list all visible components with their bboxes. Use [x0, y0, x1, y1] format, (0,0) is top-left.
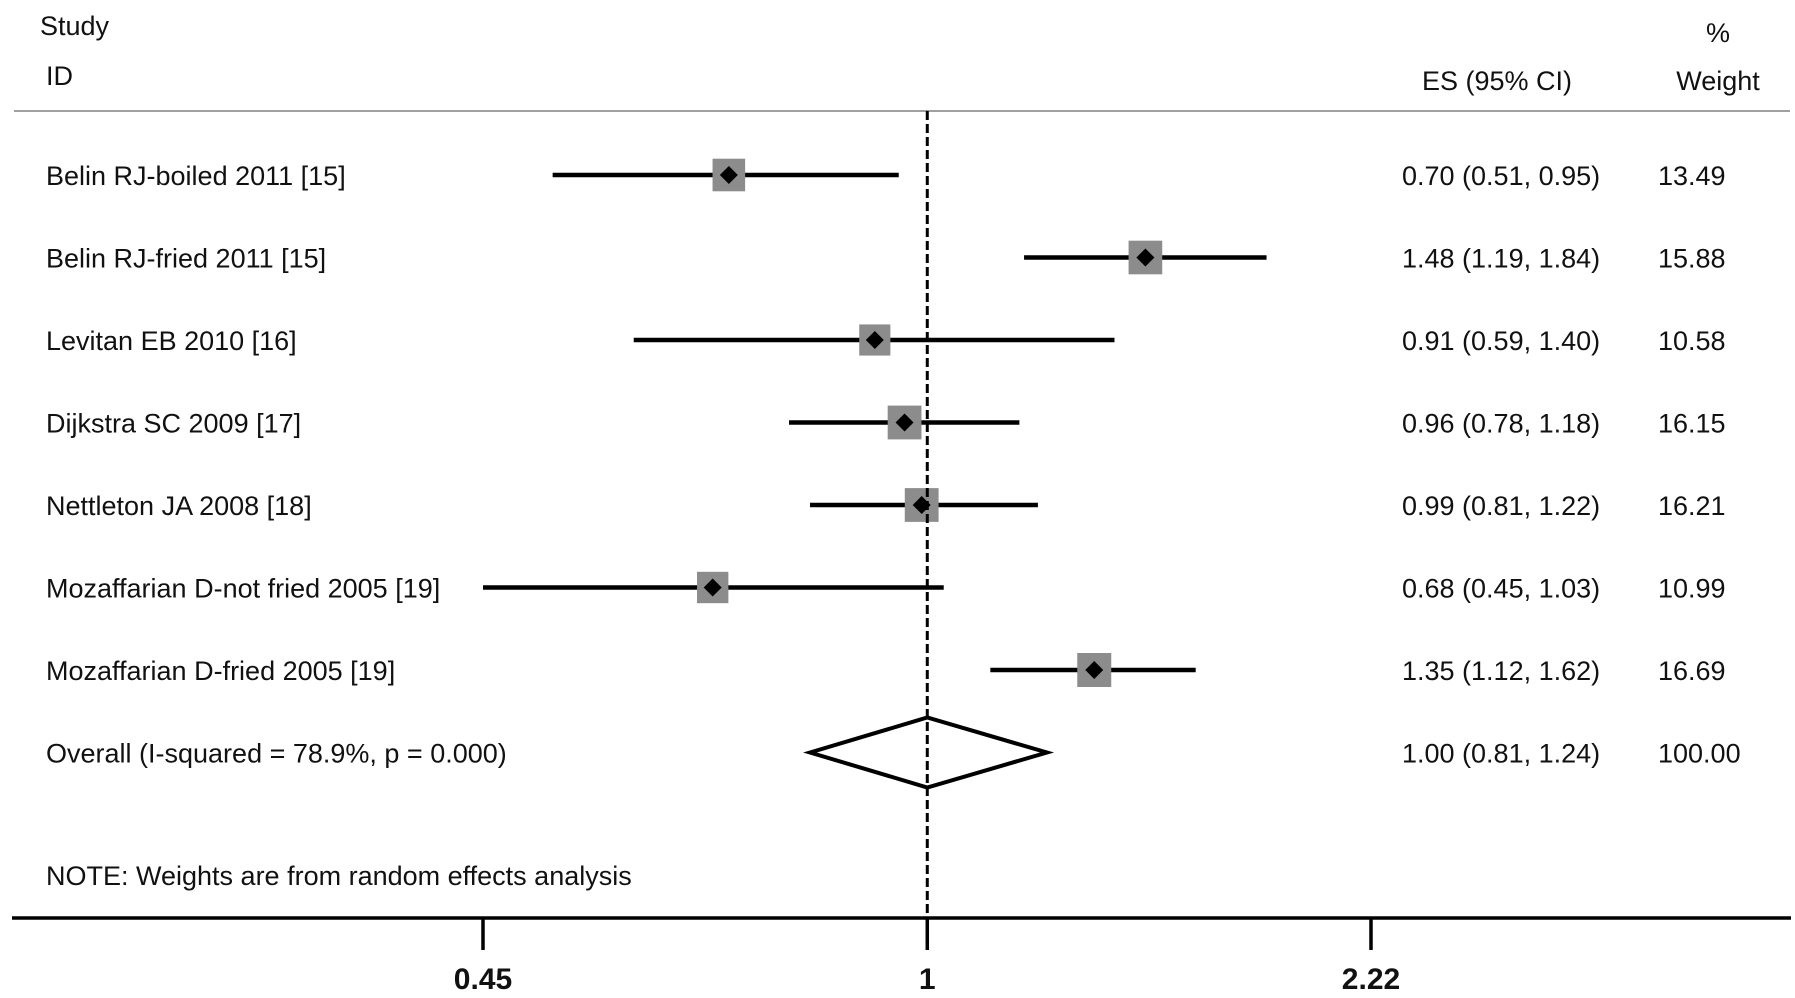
- overall-es-ci-text: 1.00 (0.81, 1.24): [1402, 739, 1600, 769]
- x-axis: 0.45 1 2.22: [12, 111, 1791, 996]
- study-row: Mozaffarian D-not fried 2005 [19] 0.68 (0…: [46, 571, 1726, 604]
- point-estimate: [895, 413, 914, 432]
- weight-text: 16.15: [1658, 409, 1726, 439]
- study-rows: Belin RJ-boiled 2011 [15] 0.70 (0.51, 0.9…: [46, 158, 1741, 790]
- weight-text: 10.99: [1658, 574, 1726, 604]
- study-row: Dijkstra SC 2009 [17] 0.96 (0.78, 1.18) 16…: [46, 405, 1726, 440]
- weight-text: 16.69: [1658, 656, 1726, 686]
- x-tick-label: 2.22: [1342, 963, 1400, 996]
- weight-text: 13.49: [1658, 161, 1726, 191]
- header-study: Study: [40, 11, 110, 41]
- point-estimate: [865, 331, 884, 349]
- header-id: ID: [46, 61, 73, 91]
- study-row: Nettleton JA 2008 [18] 0.99 (0.81, 1.22) 1…: [46, 488, 1726, 522]
- es-ci-text: 0.99 (0.81, 1.22): [1402, 491, 1600, 521]
- weight-text: 16.21: [1658, 491, 1726, 521]
- es-ci-text: 1.35 (1.12, 1.62): [1402, 656, 1600, 686]
- point-estimate: [1085, 661, 1104, 679]
- es-ci-text: 1.48 (1.19, 1.84): [1402, 244, 1600, 274]
- study-row: Levitan EB 2010 [16] 0.91 (0.59, 1.40) 10.…: [46, 324, 1726, 356]
- study-row: Mozaffarian D-fried 2005 [19] 1.35 (1.12,…: [46, 653, 1726, 687]
- study-label: Mozaffarian D-not fried 2005 [19]: [46, 574, 440, 604]
- es-ci-text: 0.91 (0.59, 1.40): [1402, 326, 1600, 356]
- point-estimate: [1136, 248, 1155, 267]
- study-label: Belin RJ-boiled 2011 [15]: [46, 161, 346, 191]
- x-tick-label: 1: [919, 963, 936, 996]
- point-estimate: [703, 578, 722, 597]
- weight-text: 15.88: [1658, 244, 1726, 274]
- study-label: Belin RJ-fried 2011 [15]: [46, 244, 326, 274]
- x-tick-label: 0.45: [454, 963, 512, 996]
- header-es: ES (95% CI): [1422, 66, 1572, 96]
- weight-text: 10.58: [1658, 326, 1726, 356]
- column-headers: Study ID ES (95% CI) % Weight: [40, 11, 1760, 96]
- study-label: Dijkstra SC 2009 [17]: [46, 409, 301, 439]
- study-row: Belin RJ-fried 2011 [15] 1.48 (1.19, 1.84…: [46, 240, 1726, 275]
- note-text: NOTE: Weights are from random effects an…: [46, 861, 632, 891]
- es-ci-text: 0.96 (0.78, 1.18): [1402, 409, 1600, 439]
- header-weight-pct: %: [1706, 18, 1730, 48]
- study-label: Mozaffarian D-fried 2005 [19]: [46, 656, 395, 686]
- header-weight: Weight: [1676, 66, 1760, 96]
- overall-row: Overall (I-squared = 78.9%, p = 0.000) 1.…: [46, 715, 1741, 790]
- study-label: Levitan EB 2010 [16]: [46, 326, 297, 356]
- study-row: Belin RJ-boiled 2011 [15] 0.70 (0.51, 0.9…: [46, 158, 1726, 192]
- es-ci-text: 0.68 (0.45, 1.03): [1402, 574, 1600, 604]
- overall-label: Overall (I-squared = 78.9%, p = 0.000): [46, 739, 507, 769]
- overall-weight-text: 100.00: [1658, 739, 1741, 769]
- study-label: Nettleton JA 2008 [18]: [46, 491, 312, 521]
- point-estimate: [719, 166, 738, 184]
- es-ci-text: 0.70 (0.51, 0.95): [1402, 161, 1600, 191]
